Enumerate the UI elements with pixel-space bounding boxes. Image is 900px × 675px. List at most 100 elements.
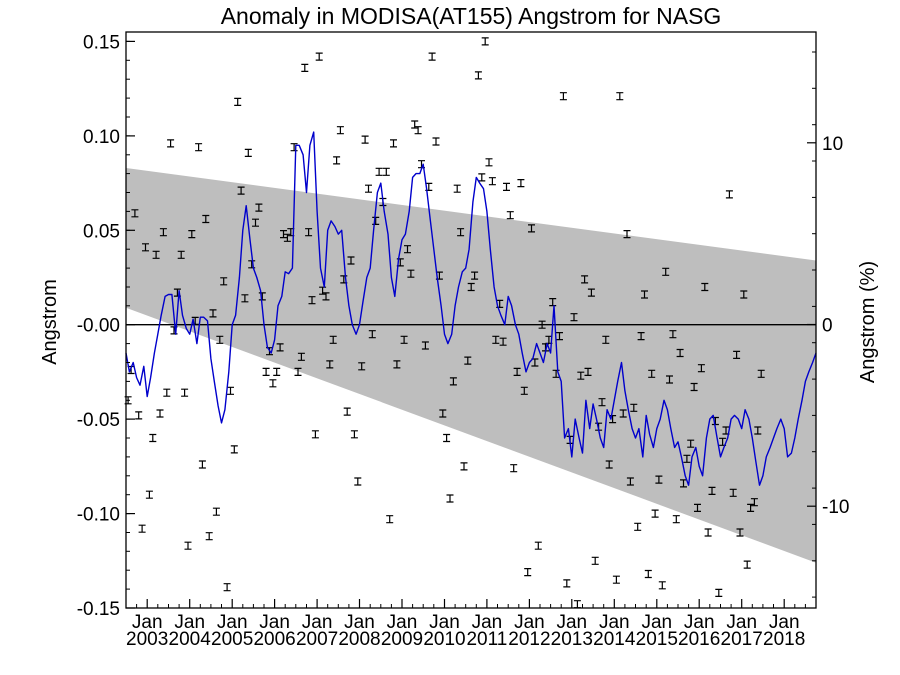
data-point-171: [729, 488, 737, 497]
x-tick-month-12: Jan: [641, 612, 672, 633]
data-point-3: [135, 411, 143, 420]
data-point-170: [725, 190, 733, 199]
data-point-114: [528, 224, 535, 233]
data-point-161: [694, 503, 701, 512]
data-point-127: [573, 600, 581, 609]
x-tick-label-13: 2016: [678, 629, 720, 650]
data-point-158: [683, 454, 691, 463]
data-point-137: [609, 415, 617, 424]
data-point-34: [244, 148, 252, 157]
data-point-31: [234, 97, 242, 106]
data-point-32: [237, 186, 245, 195]
data-point-54: [315, 52, 323, 61]
data-point-124: [563, 579, 571, 588]
chart-title: Anomaly in MODISA(AT155) Angstrom for NA…: [221, 3, 722, 29]
x-tick-label-10: 2013: [551, 629, 593, 650]
x-tick-label-14: 2017: [721, 629, 763, 650]
data-point-144: [634, 522, 642, 531]
x-tick-label-6: 2009: [381, 629, 423, 650]
data-point-70: [372, 216, 380, 225]
y-tick-label-2: 0.05: [83, 221, 120, 242]
data-point-104: [492, 335, 500, 344]
data-point-12: [167, 139, 175, 148]
data-point-143: [630, 403, 638, 412]
x-tick-month-3: Jan: [259, 612, 290, 633]
data-point-108: [506, 211, 514, 220]
data-point-66: [358, 362, 366, 371]
data-point-79: [404, 245, 411, 254]
data-point-145: [637, 332, 645, 341]
x-tick-label-5: 2008: [338, 629, 380, 650]
data-point-148: [648, 369, 656, 378]
y-tick-label-6: -0.15: [77, 599, 120, 620]
x-tick-month-5: Jan: [344, 612, 375, 633]
data-point-120: [549, 298, 557, 307]
x-tick-month-9: Jan: [514, 612, 545, 633]
x-tick-month-4: Jan: [302, 612, 333, 633]
data-point-43: [276, 343, 284, 352]
data-point-30: [230, 445, 238, 454]
data-point-58: [329, 335, 337, 344]
data-point-112: [520, 386, 528, 395]
plot-frame: [125, 31, 817, 609]
plot-area: 0.15 0.10 0.05 -0.00 -0.05 -0.10 -0.15 10 0 -10 Ja…: [77, 31, 849, 650]
data-point-159: [687, 439, 695, 448]
data-point-62: [343, 407, 351, 416]
data-point-176: [747, 503, 755, 512]
data-point-84: [421, 341, 429, 350]
data-point-2: [131, 209, 139, 218]
x-tick-month-1: Jan: [174, 612, 205, 633]
data-point-74: [386, 515, 394, 524]
data-point-101: [481, 37, 489, 46]
data-point-82: [414, 126, 422, 135]
x-tick-month-7: Jan: [429, 612, 460, 633]
data-point-130: [584, 367, 592, 376]
data-point-28: [223, 583, 231, 592]
data-point-128: [577, 371, 585, 380]
data-point-75: [390, 139, 397, 148]
x-tick-label-4: 2007: [296, 629, 338, 650]
data-point-113: [524, 568, 532, 577]
data-point-48: [294, 367, 302, 376]
y2-axis-label: Angstrom (%): [857, 261, 879, 383]
data-point-102: [485, 158, 493, 167]
x-tick-label-12: 2015: [636, 629, 678, 650]
y2-tick-label-2: -10: [822, 497, 849, 518]
data-point-173: [736, 528, 744, 537]
data-point-20: [195, 143, 203, 152]
data-point-146: [641, 290, 648, 299]
data-point-141: [623, 230, 631, 239]
data-point-9: [156, 409, 164, 418]
x-tick-label-7: 2010: [423, 629, 465, 650]
data-point-129: [581, 275, 589, 284]
data-point-172: [733, 350, 741, 359]
data-point-87: [432, 137, 440, 146]
data-point-95: [460, 462, 468, 471]
data-point-7: [149, 433, 157, 443]
data-point-138: [612, 575, 620, 584]
x-tick-month-15: Jan: [769, 612, 800, 633]
data-point-24: [209, 309, 217, 318]
y-tick-label-3: -0.00: [77, 316, 120, 337]
data-point-27: [220, 277, 228, 286]
data-point-69: [368, 330, 376, 339]
data-point-67: [361, 135, 369, 144]
x-tick-label-1: 2004: [169, 629, 212, 650]
data-point-111: [517, 179, 525, 188]
x-tick-month-10: Jan: [556, 612, 587, 633]
data-point-162: [697, 364, 705, 373]
data-point-156: [676, 348, 684, 358]
data-point-51: [305, 228, 313, 237]
data-point-86: [428, 52, 436, 61]
data-point-149: [651, 509, 659, 518]
data-point-135: [602, 335, 610, 344]
data-point-11: [163, 388, 171, 397]
data-point-8: [152, 250, 160, 259]
x-tick-label-2: 2005: [211, 629, 253, 650]
x-tick-label-3: 2006: [253, 629, 295, 650]
data-point-103: [488, 177, 496, 186]
data-point-91: [446, 494, 454, 503]
data-point-160: [690, 382, 698, 392]
data-point-37: [255, 203, 263, 212]
data-point-164: [704, 528, 712, 537]
